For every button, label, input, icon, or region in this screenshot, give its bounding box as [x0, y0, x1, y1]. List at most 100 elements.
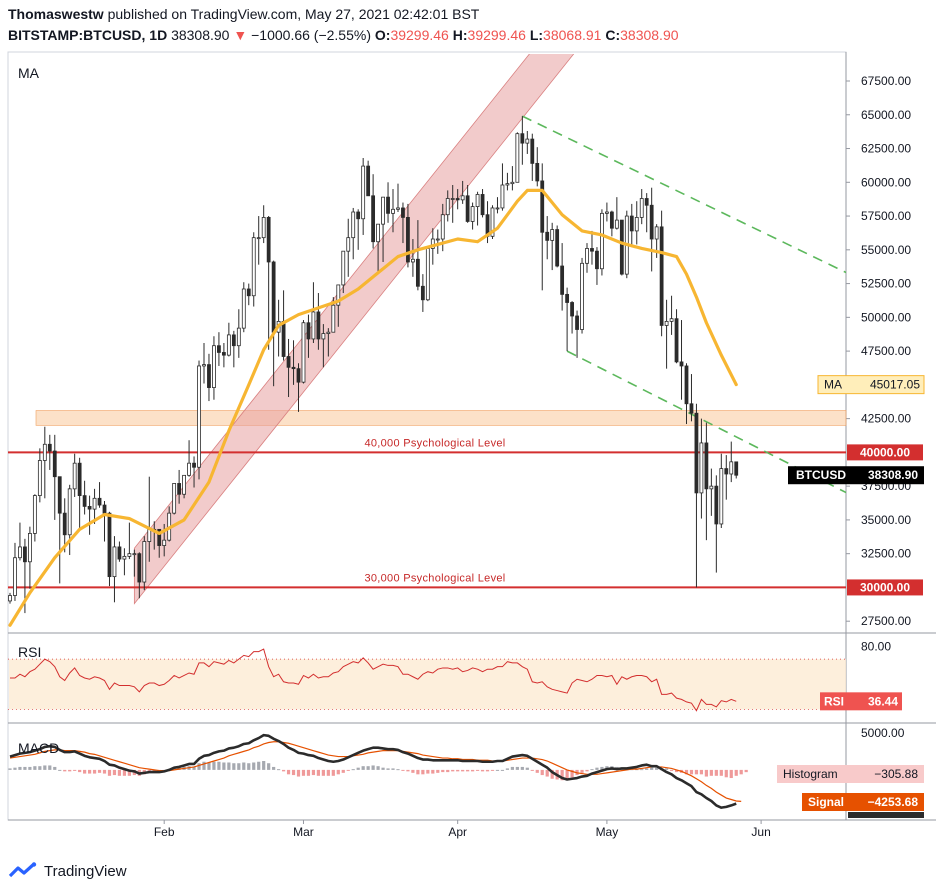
candle: [301, 320, 306, 384]
macd-histogram-bar: [471, 769, 475, 772]
candle-body-up: [550, 229, 555, 241]
macd-histogram-bar: [341, 769, 345, 773]
candle: [465, 184, 470, 223]
macd-histogram-bar: [311, 769, 316, 776]
close-label: C:: [605, 27, 621, 43]
macd-histogram-bar: [23, 766, 27, 770]
ma-badge-value: 45017.05: [870, 378, 920, 392]
time-tick-label: Apr: [448, 825, 467, 839]
low-value: 38068.91: [543, 27, 602, 43]
candle: [614, 197, 619, 230]
candle-body-down: [296, 368, 301, 383]
candle-body-up: [664, 320, 669, 326]
candle-body-up: [460, 195, 465, 201]
macd-histogram-bar: [655, 767, 659, 770]
candle-body-up: [669, 318, 674, 322]
candle-body-down: [87, 506, 92, 510]
signal-badge: [802, 793, 924, 811]
candle: [664, 299, 669, 369]
macd-histogram-bar: [281, 769, 286, 772]
macd-histogram-bar: [495, 769, 500, 771]
candle: [669, 295, 674, 335]
symbol-badge-value: 38308.90: [868, 468, 918, 482]
candle: [510, 166, 515, 191]
candle-body-down: [386, 196, 390, 214]
macd-histogram-bar: [466, 769, 470, 772]
candle: [585, 243, 589, 273]
brand-name[interactable]: TradingView: [44, 862, 127, 880]
macd-tick-label: 5000.00: [861, 726, 905, 740]
candle: [595, 247, 599, 285]
macd-histogram-bar: [456, 769, 460, 772]
macd-histogram-bar: [202, 761, 206, 770]
author-name[interactable]: Thomaswestw: [8, 6, 104, 22]
candle-body-down: [316, 311, 321, 340]
candle-body-up: [147, 528, 152, 542]
candle-body-up: [37, 460, 42, 497]
macd-histogram-bar: [63, 769, 67, 772]
rsi-badge-value: 36.44: [868, 694, 898, 708]
macd-histogram-bar: [68, 769, 72, 772]
macd-histogram-bar: [301, 769, 306, 776]
level-label: 40,000 Psychological Level: [364, 437, 505, 449]
macd-histogram-bar: [585, 769, 589, 772]
candle-body-down: [231, 334, 236, 347]
macd-histogram-bar: [461, 769, 465, 772]
level-badge-text: 30000.00: [860, 580, 910, 594]
time-tick-label: Feb: [154, 825, 175, 839]
macd-signal-line: [9, 741, 742, 802]
candle: [341, 250, 346, 294]
price-tick-label: 42500.00: [861, 412, 911, 426]
macd-histogram-bar: [600, 766, 604, 770]
candle-body-down: [102, 504, 107, 514]
open-label: O:: [374, 27, 391, 43]
price-tick-label: 60000.00: [861, 175, 911, 189]
candle: [495, 197, 500, 214]
candle-body-up: [326, 331, 331, 334]
candle: [207, 353, 211, 402]
rising-channel: [133, 54, 575, 605]
published-text: published on TradingView.com, May 27, 20…: [107, 6, 480, 22]
candle: [659, 210, 664, 337]
candle-body-up: [18, 546, 22, 559]
macd-pane-label: MACD: [18, 740, 59, 756]
macd-histogram-bar: [580, 769, 584, 773]
macd-histogram-bar: [351, 769, 355, 771]
candle: [281, 290, 286, 361]
candle-body-up: [411, 258, 415, 263]
candle-body-up: [32, 495, 37, 534]
candle: [256, 216, 261, 265]
candle-body-down: [266, 217, 271, 263]
macd-histogram-bar: [694, 769, 699, 775]
macd-histogram-bar: [490, 769, 495, 771]
macd-histogram-bar: [436, 769, 440, 773]
time-tick-label: Jun: [751, 825, 770, 839]
candle-body-up: [212, 345, 216, 388]
tradingview-logo-icon: [8, 862, 37, 878]
candle: [709, 468, 714, 516]
candle-body-up: [729, 461, 734, 475]
symbol-name[interactable]: BITSTAMP:BTCUSD, 1D: [8, 27, 168, 43]
candle-body-up: [445, 198, 450, 216]
macd-histogram-bar: [33, 766, 37, 770]
candle-body-down: [23, 546, 27, 563]
candle-body-up: [132, 553, 137, 556]
candle: [460, 180, 465, 204]
candle: [550, 222, 555, 271]
candle-body-down: [595, 250, 599, 270]
symbol-badge-name: BTCUSD: [796, 468, 846, 482]
candle: [435, 229, 440, 254]
macd-histogram-bar: [724, 769, 728, 778]
candle-body-up: [162, 539, 167, 546]
candle-body-up: [600, 212, 604, 270]
candle-body-down: [520, 133, 525, 144]
candle-body-down: [137, 553, 142, 583]
macd-histogram-bar: [446, 769, 450, 773]
candle: [629, 203, 634, 248]
candle-body-down: [192, 462, 196, 468]
candle-body-down: [366, 165, 371, 197]
candle: [371, 174, 376, 249]
macd-histogram-bar: [570, 769, 574, 778]
macd-histogram-bar: [346, 769, 350, 771]
